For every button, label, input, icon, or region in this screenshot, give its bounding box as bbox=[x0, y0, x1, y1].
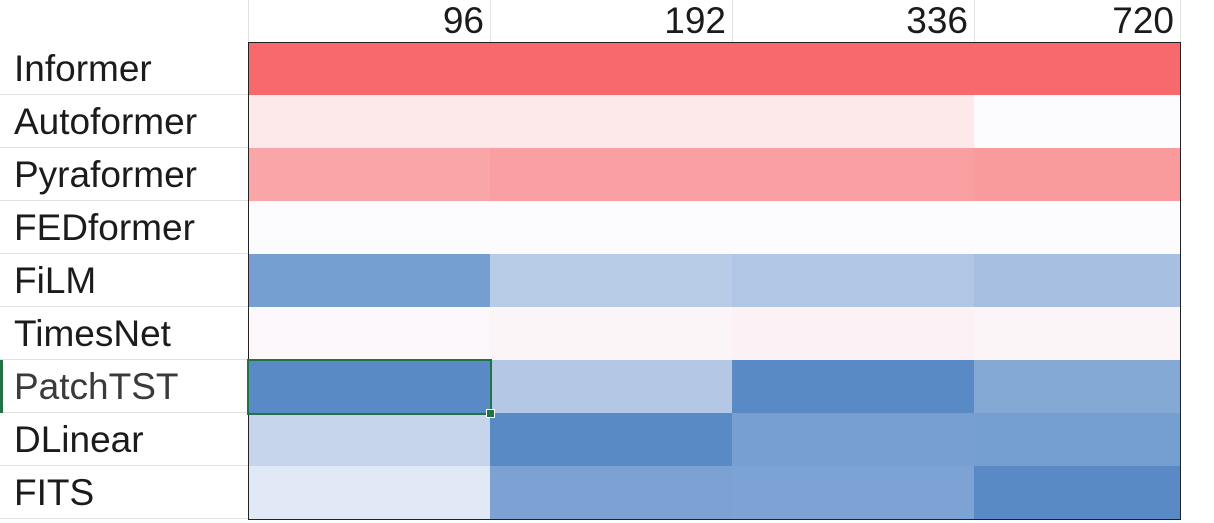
row-label-fedformer[interactable]: FEDformer bbox=[0, 201, 248, 254]
heat-cell-timesnet-720[interactable] bbox=[974, 307, 1181, 361]
heat-cell-autoformer-720[interactable] bbox=[974, 95, 1181, 149]
fill-handle[interactable] bbox=[486, 409, 495, 418]
row-label-film[interactable]: FiLM bbox=[0, 254, 248, 307]
heat-cell-fits-96[interactable] bbox=[248, 466, 491, 520]
selected-cell-outline[interactable] bbox=[247, 359, 492, 415]
heat-cell-dlinear-720[interactable] bbox=[974, 413, 1181, 467]
header-gridline bbox=[974, 0, 975, 42]
heat-cell-timesnet-192[interactable] bbox=[490, 307, 733, 361]
heat-cell-fits-192[interactable] bbox=[490, 466, 733, 520]
heat-cell-informer-96[interactable] bbox=[248, 42, 491, 96]
heat-cell-autoformer-96[interactable] bbox=[248, 95, 491, 149]
heat-cell-dlinear-336[interactable] bbox=[732, 413, 975, 467]
heat-cell-film-192[interactable] bbox=[490, 254, 733, 308]
heat-cell-autoformer-336[interactable] bbox=[732, 95, 975, 149]
column-header-96[interactable]: 96 bbox=[442, 0, 484, 41]
grid-left-border bbox=[248, 42, 249, 519]
heat-cell-dlinear-96[interactable] bbox=[248, 413, 491, 467]
heat-cell-film-336[interactable] bbox=[732, 254, 975, 308]
heat-cell-autoformer-192[interactable] bbox=[490, 95, 733, 149]
header-gridline bbox=[1180, 0, 1181, 42]
heat-cell-fedformer-336[interactable] bbox=[732, 201, 975, 255]
heat-cell-fedformer-720[interactable] bbox=[974, 201, 1181, 255]
heat-cell-fedformer-96[interactable] bbox=[248, 201, 491, 255]
heat-cell-patchtst-192[interactable] bbox=[490, 360, 733, 414]
heat-cell-dlinear-192[interactable] bbox=[490, 413, 733, 467]
column-header-192[interactable]: 192 bbox=[664, 0, 726, 41]
heat-cell-timesnet-336[interactable] bbox=[732, 307, 975, 361]
column-header-720[interactable]: 720 bbox=[1112, 0, 1174, 41]
row-label-pyraformer[interactable]: Pyraformer bbox=[0, 148, 248, 201]
row-label-dlinear[interactable]: DLinear bbox=[0, 413, 248, 466]
heat-cell-pyraformer-192[interactable] bbox=[490, 148, 733, 202]
heat-cell-patchtst-720[interactable] bbox=[974, 360, 1181, 414]
grid-top-border bbox=[248, 42, 1180, 43]
header-gridline bbox=[490, 0, 491, 42]
heat-cell-patchtst-336[interactable] bbox=[732, 360, 975, 414]
heat-cell-timesnet-96[interactable] bbox=[248, 307, 491, 361]
active-row-indicator bbox=[0, 360, 3, 413]
heat-cell-fits-720[interactable] bbox=[974, 466, 1181, 520]
row-label-fits[interactable]: FITS bbox=[0, 466, 248, 519]
row-label-patchtst[interactable]: PatchTST bbox=[0, 360, 248, 413]
heat-cell-film-720[interactable] bbox=[974, 254, 1181, 308]
heat-cell-pyraformer-96[interactable] bbox=[248, 148, 491, 202]
heat-cell-pyraformer-336[interactable] bbox=[732, 148, 975, 202]
header-gridline bbox=[732, 0, 733, 42]
heat-cell-fits-336[interactable] bbox=[732, 466, 975, 520]
heat-cell-patchtst-96[interactable] bbox=[248, 360, 491, 414]
heat-cell-fedformer-192[interactable] bbox=[490, 201, 733, 255]
heat-cell-pyraformer-720[interactable] bbox=[974, 148, 1181, 202]
row-label-autoformer[interactable]: Autoformer bbox=[0, 95, 248, 148]
row-label-timesnet[interactable]: TimesNet bbox=[0, 307, 248, 360]
heat-cell-informer-192[interactable] bbox=[490, 42, 733, 96]
heat-cell-informer-336[interactable] bbox=[732, 42, 975, 96]
row-label-informer[interactable]: Informer bbox=[0, 42, 248, 95]
header-gridline bbox=[248, 0, 249, 42]
corner-cell[interactable] bbox=[0, 0, 248, 42]
heat-cell-film-96[interactable] bbox=[248, 254, 491, 308]
column-header-336[interactable]: 336 bbox=[906, 0, 968, 41]
heat-cell-informer-720[interactable] bbox=[974, 42, 1181, 96]
